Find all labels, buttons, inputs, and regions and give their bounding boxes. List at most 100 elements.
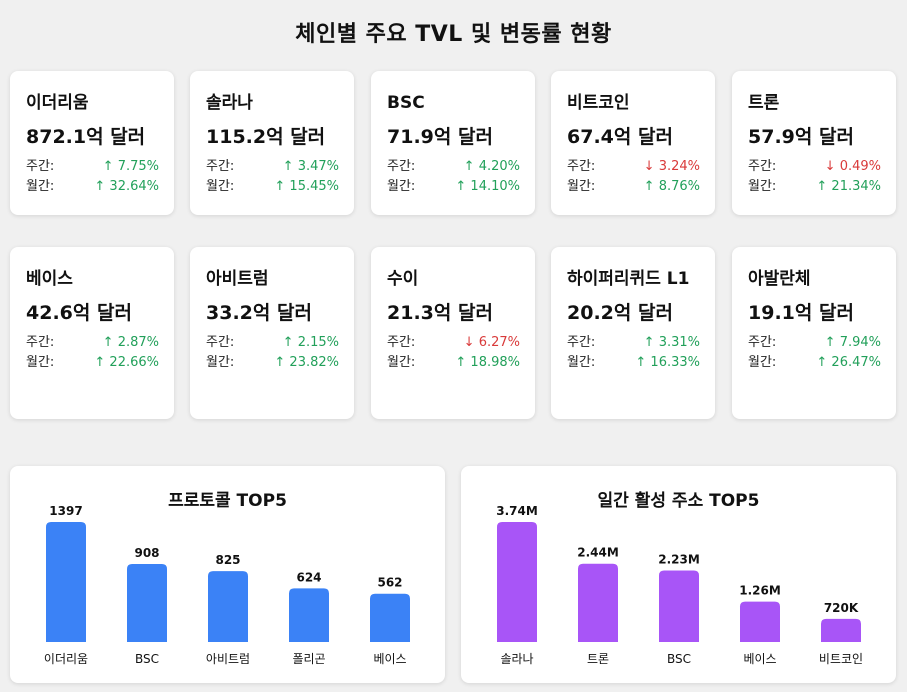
bar-value-label: 3.74M xyxy=(496,504,538,518)
chain-tvl: 21.3억 달러 xyxy=(387,302,493,324)
monthly-change-row: 월간: ↑ 8.76% xyxy=(567,177,700,197)
chain-name: 아발란체 xyxy=(748,269,811,289)
weekly-label: 주간: xyxy=(387,335,416,350)
bar xyxy=(289,588,329,642)
monthly-label: 월간: xyxy=(748,355,777,370)
bar xyxy=(370,593,410,642)
weekly-change-row: 주간: ↑ 4.20% xyxy=(387,157,520,177)
monthly-label: 월간: xyxy=(26,355,55,370)
weekly-change-row: 주간: ↑ 7.75% xyxy=(26,157,159,177)
bar xyxy=(208,571,248,642)
monthly-label: 월간: xyxy=(206,179,235,194)
monthly-label: 월간: xyxy=(567,179,596,194)
chain-name: 이더리움 xyxy=(26,93,89,113)
chain-tvl: 71.9억 달러 xyxy=(387,126,493,148)
weekly-label: 주간: xyxy=(748,159,777,174)
category-label: 베이스 xyxy=(373,652,406,666)
weekly-change: ↑ 3.47% xyxy=(282,159,339,174)
monthly-change: ↑ 16.33% xyxy=(635,355,700,370)
monthly-change-row: 월간: ↑ 26.47% xyxy=(748,353,881,373)
chain-name: 베이스 xyxy=(26,269,73,289)
weekly-label: 주간: xyxy=(206,335,235,350)
weekly-change-row: 주간: ↓ 3.24% xyxy=(567,157,700,177)
monthly-change: ↑ 23.82% xyxy=(274,355,339,370)
bar xyxy=(497,522,537,642)
chain-card: 수이 21.3억 달러 주간: ↓ 6.27% 월간: ↑ 18.98% xyxy=(371,247,535,419)
monthly-change-row: 월간: ↑ 21.34% xyxy=(748,177,881,197)
chain-card: 비트코인 67.4억 달러 주간: ↓ 3.24% 월간: ↑ 8.76% xyxy=(551,71,715,215)
bar-value-label: 2.23M xyxy=(658,552,700,566)
monthly-change-row: 월간: ↑ 32.64% xyxy=(26,177,159,197)
category-label: BSC xyxy=(667,652,691,666)
bar-value-label: 720K xyxy=(824,601,859,615)
active-address-bar-chart: 3.74M 솔라나 2.44M 트론 2.23M BSC 1.26M 베이스 720K 비트코인 xyxy=(496,504,863,666)
category-label: 폴리곤 xyxy=(292,652,325,666)
monthly-change: ↑ 32.64% xyxy=(94,179,159,194)
bar-value-label: 908 xyxy=(134,546,159,560)
weekly-change-row: 주간: ↓ 6.27% xyxy=(387,333,520,353)
monthly-change-row: 월간: ↑ 23.82% xyxy=(206,353,339,373)
bar-value-label: 624 xyxy=(296,570,321,584)
weekly-label: 주간: xyxy=(26,159,55,174)
weekly-change: ↓ 3.24% xyxy=(643,159,700,174)
weekly-change-row: 주간: ↑ 3.47% xyxy=(206,157,339,177)
monthly-change-row: 월간: ↑ 15.45% xyxy=(206,177,339,197)
bar-value-label: 2.44M xyxy=(577,546,619,560)
bar xyxy=(821,618,861,642)
chain-tvl: 42.6억 달러 xyxy=(26,302,132,324)
category-label: 트론 xyxy=(587,652,609,666)
chain-name: 비트코인 xyxy=(567,93,630,113)
chain-tvl: 19.1억 달러 xyxy=(748,302,854,324)
weekly-change-row: 주간: ↓ 0.49% xyxy=(748,157,881,177)
chain-card: 트론 57.9억 달러 주간: ↓ 0.49% 월간: ↑ 21.34% xyxy=(732,71,896,215)
monthly-change: ↑ 18.98% xyxy=(455,355,520,370)
chain-card: 아발란체 19.1억 달러 주간: ↑ 7.94% 월간: ↑ 26.47% xyxy=(732,247,896,419)
monthly-change-row: 월간: ↑ 22.66% xyxy=(26,353,159,373)
chain-tvl: 20.2억 달러 xyxy=(567,302,673,324)
chain-name: 수이 xyxy=(387,269,419,289)
chain-card: 하이퍼리퀴드 L1 20.2억 달러 주간: ↑ 3.31% 월간: ↑ 16.33% xyxy=(551,247,715,419)
weekly-label: 주간: xyxy=(26,335,55,350)
chain-tvl: 872.1억 달러 xyxy=(26,126,146,148)
protocol-bar-chart: 1397 이더리움 908 BSC 825 아비트럼 624 폴리곤 562 베이스 xyxy=(44,504,410,666)
category-label: 비트코인 xyxy=(819,652,863,666)
monthly-change: ↑ 21.34% xyxy=(816,179,881,194)
chain-name: BSC xyxy=(387,93,425,113)
category-label: 베이스 xyxy=(743,652,776,666)
bar xyxy=(578,563,618,642)
monthly-change: ↑ 22.66% xyxy=(94,355,159,370)
bar-value-label: 1.26M xyxy=(739,584,781,598)
monthly-change: ↑ 15.45% xyxy=(274,179,339,194)
monthly-label: 월간: xyxy=(26,179,55,194)
weekly-label: 주간: xyxy=(387,159,416,174)
bar xyxy=(127,564,167,642)
weekly-label: 주간: xyxy=(567,159,596,174)
bar-value-label: 562 xyxy=(377,576,402,590)
weekly-change-row: 주간: ↑ 3.31% xyxy=(567,333,700,353)
category-label: 아비트럼 xyxy=(206,652,250,666)
monthly-label: 월간: xyxy=(206,355,235,370)
monthly-change: ↑ 14.10% xyxy=(455,179,520,194)
chain-card: 솔라나 115.2억 달러 주간: ↑ 3.47% 월간: ↑ 15.45% xyxy=(190,71,354,215)
weekly-label: 주간: xyxy=(206,159,235,174)
category-label: 솔라나 xyxy=(500,652,533,666)
chain-name: 아비트럼 xyxy=(206,269,269,289)
chain-tvl: 115.2억 달러 xyxy=(206,126,326,148)
chain-tvl: 57.9억 달러 xyxy=(748,126,854,148)
weekly-change-row: 주간: ↑ 2.15% xyxy=(206,333,339,353)
monthly-change: ↑ 26.47% xyxy=(816,355,881,370)
weekly-change: ↑ 2.87% xyxy=(102,335,159,350)
monthly-label: 월간: xyxy=(387,179,416,194)
weekly-change: ↓ 6.27% xyxy=(463,335,520,350)
weekly-change: ↑ 7.75% xyxy=(102,159,159,174)
chain-name: 하이퍼리퀴드 L1 xyxy=(567,269,690,289)
bar-value-label: 1397 xyxy=(49,504,82,518)
protocol-chart-panel: 프로토콜 TOP5 1397 이더리움 908 BSC 825 아비트럼 624 폴리곤 562… xyxy=(10,466,445,683)
chain-tvl: 33.2억 달러 xyxy=(206,302,312,324)
weekly-change: ↓ 0.49% xyxy=(824,159,881,174)
weekly-change: ↑ 3.31% xyxy=(643,335,700,350)
monthly-change: ↑ 8.76% xyxy=(643,179,700,194)
